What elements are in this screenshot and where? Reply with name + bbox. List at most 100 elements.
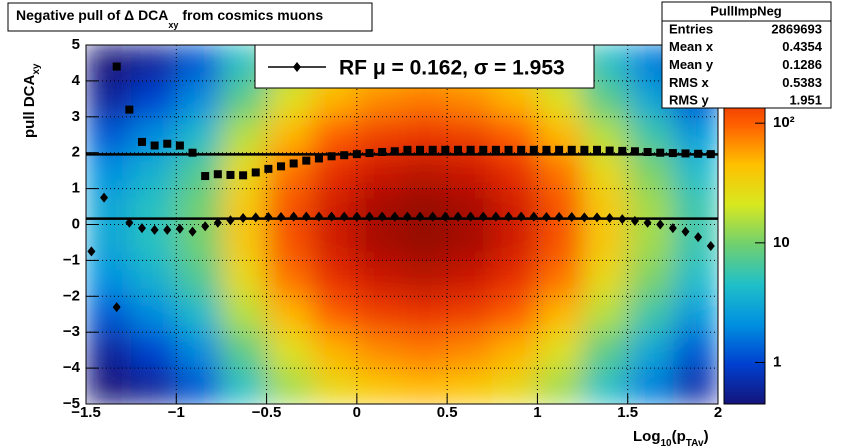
heat-cell [356, 116, 403, 154]
mean-point [428, 211, 437, 222]
heat-cell [266, 116, 313, 154]
mean-point [289, 211, 298, 222]
heat-cell [627, 224, 674, 261]
mean-point [555, 211, 564, 222]
mean-point [327, 211, 336, 222]
heat-cell [86, 296, 132, 333]
x-tick-label: −0.5 [252, 404, 282, 421]
legend-label: RF μ = 0.162, σ = 1.953 [339, 57, 565, 80]
sigma-point [365, 149, 374, 158]
mean-point [593, 212, 602, 223]
heat-cell [627, 296, 674, 333]
heat-cell [672, 368, 718, 404]
mean-point [479, 211, 488, 222]
heat-cell [131, 152, 177, 190]
heat-cell [492, 260, 538, 297]
y-tick-label: −1 [63, 251, 80, 268]
mean-point [239, 213, 248, 224]
sigma-point [340, 151, 349, 160]
mean-point [175, 223, 184, 234]
heat-cell [266, 260, 313, 297]
sigma-point [453, 145, 462, 154]
heat-cell [447, 296, 493, 333]
stats-name: Entries [669, 21, 713, 36]
heat-cell [131, 368, 177, 404]
sigma-point [264, 164, 273, 173]
mean-point [694, 232, 703, 243]
heat-cell [582, 368, 629, 404]
sigma-point [213, 170, 222, 179]
mean-point [340, 211, 349, 222]
sigma-point [175, 141, 184, 150]
heat-cell [356, 368, 403, 404]
y-tick-label: 2 [72, 144, 80, 161]
heat-cell [492, 332, 538, 369]
sigma-point [441, 145, 450, 154]
heat-cell [176, 45, 222, 82]
heat-cell [356, 260, 403, 297]
x-label-text: ) [704, 428, 709, 445]
heat-cell [402, 224, 448, 261]
title-box [7, 2, 373, 32]
heat-cell [86, 224, 132, 261]
sigma-point [137, 137, 146, 146]
stats-title: PullImpNeg [710, 3, 782, 18]
mean-point [163, 224, 172, 235]
sigma-point [112, 62, 121, 71]
sigma-point [656, 148, 665, 157]
mean-point [188, 226, 197, 237]
sigma-point [504, 145, 513, 154]
heat-cell [627, 116, 674, 154]
mean-point [567, 211, 576, 222]
mean-point [150, 224, 159, 235]
heat-cell [492, 368, 538, 404]
title-text: Negative pull of Δ DCA [16, 7, 168, 23]
sigma-point [226, 170, 235, 179]
y-tick-label: 1 [72, 180, 80, 197]
mean-point [517, 211, 526, 222]
heat-cell [402, 260, 448, 297]
heat-cell [537, 332, 584, 369]
chart-title: Negative pull of Δ DCAxy from cosmics mu… [16, 7, 323, 31]
mean-point [251, 212, 260, 223]
heat-cell [672, 332, 718, 369]
mean-point [668, 223, 677, 234]
sigma-point [618, 146, 627, 155]
sigma-point [593, 145, 602, 154]
mean-point [365, 211, 374, 222]
sigma-point [150, 141, 159, 150]
heat-cell [311, 116, 358, 154]
heat-cell [627, 152, 674, 190]
x-tick-label: 1 [533, 404, 541, 421]
stats-value: 0.4354 [782, 39, 823, 54]
heat-cell [582, 152, 629, 190]
mean-point [100, 192, 109, 203]
sigma-point [630, 147, 639, 156]
mean-point [378, 211, 387, 222]
x-label-sub: TAv [686, 438, 704, 448]
x-tick-label: 0.5 [437, 404, 458, 421]
mean-point [656, 219, 665, 230]
heat-cell [221, 332, 268, 369]
sigma-point [491, 145, 500, 154]
heat-cell [672, 116, 718, 154]
heat-cell [266, 224, 313, 261]
profiles [86, 62, 718, 313]
heat-cell [131, 45, 177, 82]
title-text: from cosmics muons [178, 7, 323, 23]
sigma-point [605, 146, 614, 155]
y-label-sub: xy [31, 63, 42, 75]
heat-cell [537, 368, 584, 404]
y-tick-label: 4 [72, 72, 81, 89]
heat-cell [582, 224, 629, 261]
heat-cell [582, 332, 629, 369]
y-axis-label: pull DCAxy [21, 63, 42, 138]
heat-cell [447, 368, 493, 404]
y-tick-label: 0 [72, 215, 80, 232]
sigma-point [289, 159, 298, 168]
sigma-point [390, 147, 399, 156]
sigma-point [314, 154, 323, 163]
sigma-point [580, 145, 589, 154]
sigma-point [188, 148, 197, 157]
stats-value: 0.5383 [782, 75, 822, 90]
